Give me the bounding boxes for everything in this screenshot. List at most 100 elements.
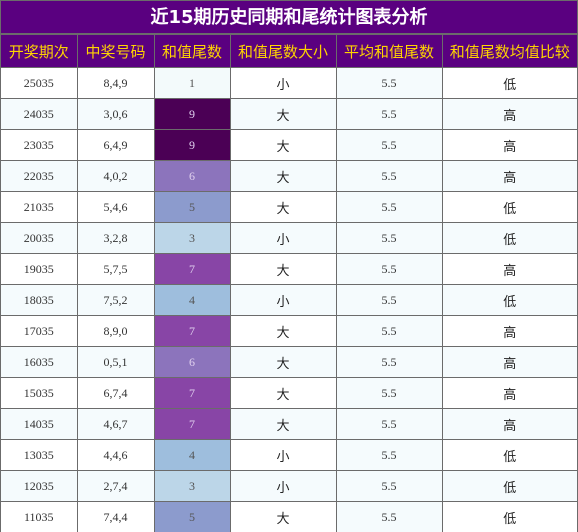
cell-sum-tail: 9: [153, 98, 231, 130]
table-row: 16035 0,5,1 6 大 5.5 高: [1, 346, 577, 378]
cell-period: 15035: [1, 377, 78, 409]
cell-numbers: 3,0,6: [76, 98, 155, 130]
cell-numbers: 3,2,8: [76, 222, 155, 254]
cell-comparison: 高: [441, 408, 577, 440]
cell-numbers: 4,0,2: [76, 160, 155, 192]
cell-average: 5.5: [335, 408, 443, 440]
table-body: 25035 8,4,9 1 小 5.5 低 24035 3,0,6 9 大 5.5 高 23035 6,4…: [1, 67, 577, 532]
cell-sum-tail: 5: [153, 191, 231, 223]
table-row: 18035 7,5,2 4 小 5.5 低: [1, 284, 577, 316]
header-numbers: 中奖号码: [76, 34, 155, 68]
cell-sum-tail: 7: [153, 377, 231, 409]
cell-sum-tail: 3: [153, 470, 231, 502]
table-row: 12035 2,7,4 3 小 5.5 低: [1, 470, 577, 502]
cell-size: 大: [229, 408, 337, 440]
cell-comparison: 低: [441, 284, 577, 316]
cell-period: 23035: [1, 129, 78, 161]
table-row: 23035 6,4,9 9 大 5.5 高: [1, 129, 577, 161]
cell-numbers: 7,4,4: [76, 501, 155, 532]
cell-average: 5.5: [335, 67, 443, 99]
cell-sum-tail: 3: [153, 222, 231, 254]
cell-numbers: 2,7,4: [76, 470, 155, 502]
cell-sum-tail: 7: [153, 253, 231, 285]
cell-numbers: 6,4,9: [76, 129, 155, 161]
table-row: 25035 8,4,9 1 小 5.5 低: [1, 67, 577, 99]
cell-size: 大: [229, 346, 337, 378]
table-row: 13035 4,4,6 4 小 5.5 低: [1, 439, 577, 471]
cell-period: 20035: [1, 222, 78, 254]
table-row: 22035 4,0,2 6 大 5.5 高: [1, 160, 577, 192]
header-period: 开奖期次: [1, 34, 78, 68]
cell-numbers: 5,7,5: [76, 253, 155, 285]
cell-comparison: 低: [441, 439, 577, 471]
cell-numbers: 8,9,0: [76, 315, 155, 347]
table-row: 24035 3,0,6 9 大 5.5 高: [1, 98, 577, 130]
cell-comparison: 低: [441, 470, 577, 502]
header-size: 和值尾数大小: [229, 34, 337, 68]
stats-table: 开奖期次 中奖号码 和值尾数 和值尾数大小 平均和值尾数 和值尾数均值比较 25…: [1, 34, 577, 532]
header-comparison: 和值尾数均值比较: [441, 34, 577, 68]
table-row: 20035 3,2,8 3 小 5.5 低: [1, 222, 577, 254]
cell-sum-tail: 1: [153, 67, 231, 99]
cell-period: 24035: [1, 98, 78, 130]
cell-period: 19035: [1, 253, 78, 285]
cell-comparison: 高: [441, 129, 577, 161]
cell-average: 5.5: [335, 98, 443, 130]
cell-size: 大: [229, 253, 337, 285]
cell-numbers: 4,6,7: [76, 408, 155, 440]
cell-sum-tail: 6: [153, 346, 231, 378]
cell-comparison: 低: [441, 191, 577, 223]
table-row: 11035 7,4,4 5 大 5.5 低: [1, 501, 577, 532]
cell-size: 小: [229, 284, 337, 316]
cell-period: 21035: [1, 191, 78, 223]
cell-size: 小: [229, 439, 337, 471]
table-row: 15035 6,7,4 7 大 5.5 高: [1, 377, 577, 409]
cell-comparison: 低: [441, 67, 577, 99]
cell-period: 13035: [1, 439, 78, 471]
cell-numbers: 5,4,6: [76, 191, 155, 223]
cell-comparison: 低: [441, 501, 577, 532]
cell-period: 11035: [1, 501, 78, 532]
cell-period: 12035: [1, 470, 78, 502]
cell-size: 大: [229, 160, 337, 192]
cell-average: 5.5: [335, 470, 443, 502]
cell-sum-tail: 5: [153, 501, 231, 532]
cell-comparison: 低: [441, 222, 577, 254]
chart-title: 近15期历史同期和尾统计图表分析: [1, 1, 577, 34]
header-row: 开奖期次 中奖号码 和值尾数 和值尾数大小 平均和值尾数 和值尾数均值比较: [1, 34, 577, 68]
table-row: 21035 5,4,6 5 大 5.5 低: [1, 191, 577, 223]
cell-average: 5.5: [335, 501, 443, 532]
cell-average: 5.5: [335, 439, 443, 471]
cell-average: 5.5: [335, 160, 443, 192]
cell-average: 5.5: [335, 253, 443, 285]
cell-comparison: 高: [441, 253, 577, 285]
cell-sum-tail: 6: [153, 160, 231, 192]
cell-numbers: 0,5,1: [76, 346, 155, 378]
cell-period: 14035: [1, 408, 78, 440]
cell-size: 大: [229, 191, 337, 223]
table-row: 17035 8,9,0 7 大 5.5 高: [1, 315, 577, 347]
cell-size: 小: [229, 222, 337, 254]
cell-sum-tail: 9: [153, 129, 231, 161]
cell-size: 大: [229, 315, 337, 347]
cell-period: 25035: [1, 67, 78, 99]
cell-comparison: 高: [441, 346, 577, 378]
cell-size: 大: [229, 501, 337, 532]
cell-size: 大: [229, 98, 337, 130]
cell-period: 16035: [1, 346, 78, 378]
cell-comparison: 高: [441, 160, 577, 192]
cell-numbers: 7,5,2: [76, 284, 155, 316]
cell-size: 小: [229, 470, 337, 502]
cell-sum-tail: 4: [153, 284, 231, 316]
table-row: 14035 4,6,7 7 大 5.5 高: [1, 408, 577, 440]
cell-size: 大: [229, 377, 337, 409]
cell-numbers: 6,7,4: [76, 377, 155, 409]
header-average: 平均和值尾数: [335, 34, 443, 68]
cell-average: 5.5: [335, 284, 443, 316]
cell-size: 小: [229, 67, 337, 99]
cell-sum-tail: 4: [153, 439, 231, 471]
table-row: 19035 5,7,5 7 大 5.5 高: [1, 253, 577, 285]
cell-sum-tail: 7: [153, 408, 231, 440]
cell-numbers: 8,4,9: [76, 67, 155, 99]
